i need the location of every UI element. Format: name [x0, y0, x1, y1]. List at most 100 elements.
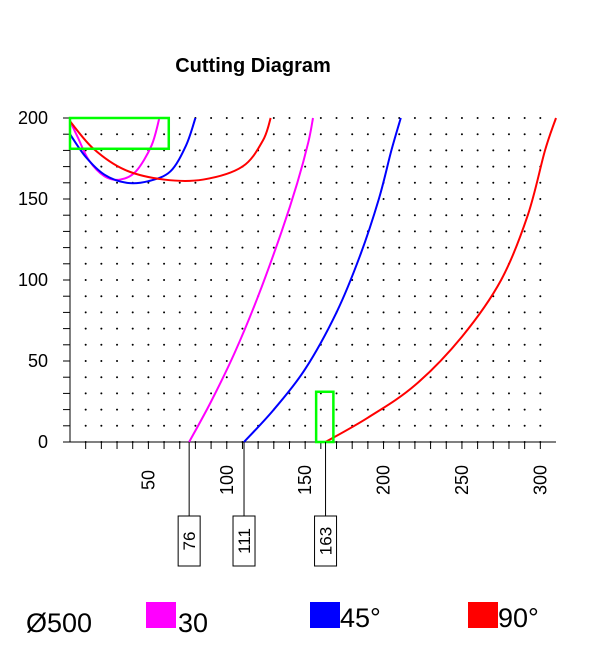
grid-dot — [272, 117, 275, 119]
grid-dot — [241, 133, 244, 136]
grid-dot — [163, 133, 166, 136]
grid-dot — [84, 279, 87, 281]
grid-dot — [178, 392, 181, 395]
marker-label: 163 — [317, 527, 336, 555]
grid-dot — [210, 392, 213, 395]
grid-dot — [178, 149, 181, 152]
grid-dot — [398, 230, 401, 233]
grid-dot — [194, 279, 197, 281]
grid-dot — [445, 181, 448, 184]
grid-dot — [304, 424, 307, 427]
y-tick-label: 50 — [28, 351, 48, 371]
grid-dot — [147, 133, 150, 136]
grid-dot — [382, 424, 385, 427]
grid-dot — [194, 424, 197, 427]
grid-dot — [241, 376, 244, 379]
grid-dot — [241, 343, 244, 346]
grid-dot — [100, 343, 103, 346]
grid-dot — [382, 246, 385, 249]
grid-dot — [382, 117, 385, 119]
grid-dot — [413, 149, 416, 152]
grid-dot — [507, 279, 510, 281]
grid-dot — [178, 181, 181, 184]
grid-dot — [147, 392, 150, 395]
grid-dot — [366, 408, 369, 411]
grid-dot — [539, 327, 542, 330]
grid-dot — [335, 165, 338, 168]
grid-dot — [382, 295, 385, 298]
grid-dot — [351, 262, 354, 265]
grid-dot — [257, 133, 260, 136]
grid-dot — [523, 311, 526, 314]
grid-dot — [272, 295, 275, 298]
grid-dot — [335, 133, 338, 136]
grid-dot — [460, 214, 463, 217]
grid-dot — [304, 246, 307, 249]
y-tick-label: 0 — [38, 432, 48, 452]
grid-dot — [319, 165, 322, 168]
grid-dot — [539, 279, 542, 281]
grid-dot — [476, 424, 479, 427]
grid-dot — [476, 392, 479, 395]
grid-dot — [319, 311, 322, 314]
grid-dot — [523, 198, 526, 200]
grid-dot — [507, 424, 510, 427]
grid-dot — [288, 392, 291, 395]
grid-dot — [100, 198, 103, 200]
grid-dot — [398, 343, 401, 346]
grid-dot — [131, 214, 134, 217]
grid-dot — [241, 424, 244, 427]
grid-dot — [335, 360, 338, 362]
grid-dot — [163, 262, 166, 265]
grid-dot — [257, 230, 260, 233]
grid-dot — [523, 408, 526, 411]
grid-dot — [366, 424, 369, 427]
grid-dot — [429, 133, 432, 136]
grid-dot — [429, 327, 432, 330]
grid-dot — [147, 279, 150, 281]
grid-dot — [147, 424, 150, 427]
grid-dot — [131, 230, 134, 233]
grid-dot — [225, 230, 228, 233]
grid-dot — [382, 311, 385, 314]
grid-dot — [492, 230, 495, 233]
grid-dot — [210, 408, 213, 411]
grid-dot — [382, 327, 385, 330]
grid-dot — [288, 181, 291, 184]
grid-dot — [131, 392, 134, 395]
chart-title: Cutting Diagram — [175, 55, 331, 77]
grid-dot — [84, 327, 87, 330]
grid-dot — [539, 262, 542, 265]
grid-dot — [116, 198, 119, 200]
curve-30 — [188, 117, 314, 443]
grid-dot — [131, 246, 134, 249]
grid-dot — [413, 392, 416, 395]
grid-dot — [210, 262, 213, 265]
grid-dot — [163, 392, 166, 395]
grid-dot — [288, 117, 291, 119]
grid-dot — [225, 181, 228, 184]
grid-dot — [194, 262, 197, 265]
grid-dot — [507, 392, 510, 395]
grid-dot — [241, 311, 244, 314]
grid-dot — [241, 408, 244, 411]
legend-swatch-45 — [310, 602, 340, 628]
grid-dot — [413, 198, 416, 200]
grid-dot — [398, 181, 401, 184]
grid-dot — [225, 295, 228, 298]
grid-dot — [178, 214, 181, 217]
grid-dot — [194, 295, 197, 298]
grid-dot — [429, 279, 432, 281]
grid-dot — [398, 376, 401, 379]
grid-dot — [319, 376, 322, 379]
grid-dot — [460, 165, 463, 168]
grid-dot — [163, 376, 166, 379]
grid-dot — [178, 198, 181, 200]
grid-dot — [304, 311, 307, 314]
grid-dot — [100, 262, 103, 265]
grid-dot — [429, 181, 432, 184]
grid-dot — [304, 295, 307, 298]
grid-dot — [210, 214, 213, 217]
grid-dot — [476, 181, 479, 184]
grid-dot — [116, 181, 119, 184]
